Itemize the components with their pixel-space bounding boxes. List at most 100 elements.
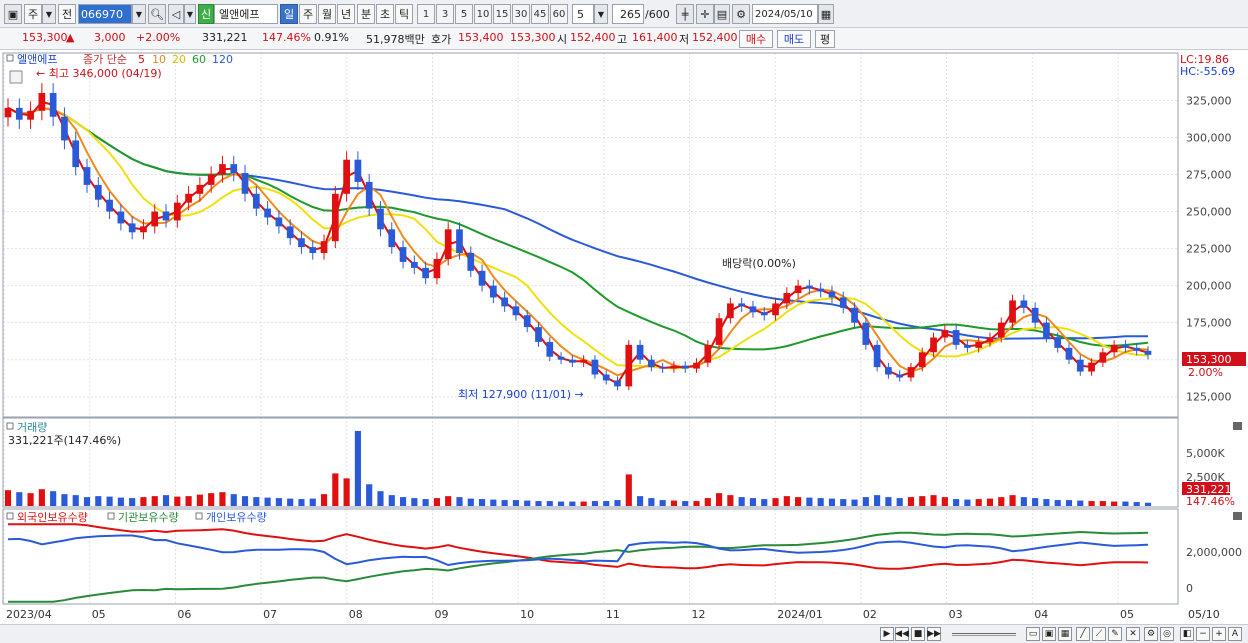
candle-body (343, 159, 350, 194)
volume-bar (524, 500, 531, 506)
candle-body (794, 285, 802, 294)
zoom-out-icon[interactable]: − (1196, 627, 1210, 641)
settings-icon[interactable]: ⚙ (1144, 627, 1158, 641)
indicator-icon[interactable] (9, 70, 23, 84)
ma-legend-20: 20 (172, 53, 186, 66)
market-dropdown-chevron-icon[interactable]: ▼ (42, 4, 56, 24)
candle-body (772, 303, 779, 316)
candle-body (625, 344, 633, 387)
zoom-in-icon[interactable]: + (1212, 627, 1226, 641)
interval-1[interactable]: 1 (417, 4, 435, 24)
candle-body (1054, 337, 1062, 348)
holding-tick-0: 0 (1186, 582, 1193, 595)
calendar-icon[interactable]: ▦ (818, 4, 834, 24)
bar-count-field[interactable]: 265 (612, 4, 644, 24)
candle-body (162, 211, 170, 221)
interval-3[interactable]: 3 (436, 4, 454, 24)
forward-icon[interactable]: ▶▶ (927, 627, 941, 641)
volume-bar (964, 499, 971, 506)
ma-line-20 (7, 106, 1149, 370)
draw-trend-icon[interactable]: ⟋ (1092, 627, 1106, 641)
window-icon[interactable]: ▣ (4, 4, 22, 24)
candle-body (636, 344, 644, 360)
speaker-dropdown-chevron-icon[interactable]: ▼ (184, 4, 196, 24)
gear-icon[interactable]: ⚙ (732, 4, 750, 24)
tab-period-year[interactable]: 년 (337, 4, 355, 24)
holding-panel-close-icon[interactable] (1233, 512, 1242, 520)
tab-period-day[interactable]: 일 (280, 4, 298, 24)
x-tick-label: 08 (349, 608, 363, 621)
stock-name-field[interactable]: 엘앤에프 (214, 4, 278, 24)
volume-bar (817, 498, 824, 506)
interval-60[interactable]: 60 (550, 4, 568, 24)
draw-tool-icon[interactable]: ✎ (1108, 627, 1122, 641)
volume-bar (1122, 501, 1129, 506)
candle-body (106, 199, 113, 212)
volume-bar (637, 496, 644, 506)
interval-30[interactable]: 30 (512, 4, 530, 24)
volume-bar (546, 501, 553, 506)
volume-bar (162, 495, 170, 506)
stock-code-input[interactable]: 066970 (78, 4, 132, 24)
chart-area[interactable]: 325,000 300,000 275,000 250,000 225,000 200,0… (0, 52, 1248, 624)
search-icon[interactable]: 🔍︎ (148, 4, 166, 24)
interval-dropdown-chevron-icon[interactable]: ▼ (594, 4, 608, 24)
open-price: 152,400 (570, 31, 616, 44)
rewind-icon[interactable]: ◀◀ (895, 627, 909, 641)
candle-body (693, 362, 700, 369)
candle-body (83, 167, 91, 185)
font-size-icon[interactable]: A (1228, 627, 1242, 641)
volume-bar (72, 495, 79, 506)
candle-body (862, 322, 870, 345)
interval-value-field[interactable]: 5 (572, 4, 594, 24)
average-button[interactable]: 평 (815, 30, 835, 48)
tab-period-minute[interactable]: 분 (357, 4, 375, 24)
layout-icon-3[interactable]: ▦ (1058, 627, 1072, 641)
speaker-icon[interactable]: ◁ (168, 4, 184, 24)
layout-icon-2[interactable]: ▣ (1042, 627, 1056, 641)
buy-button[interactable]: 매수 (739, 30, 773, 48)
market-selector[interactable]: 주 (24, 4, 42, 24)
candle-body (535, 327, 542, 342)
volume-panel-close-icon[interactable] (1233, 422, 1242, 430)
date-field[interactable]: 2024/05/10 (752, 4, 818, 24)
volume-bar (557, 501, 565, 506)
x-tick-label: 2023/04 (6, 608, 52, 621)
draw-line-icon[interactable]: ╱ (1076, 627, 1090, 641)
screenshot-icon[interactable]: ◎ (1160, 627, 1174, 641)
candle-body (151, 211, 159, 227)
panel-left-icon[interactable]: ◧ (1180, 627, 1194, 641)
chart-svg[interactable]: 325,000 300,000 275,000 250,000 225,000 200,0… (0, 52, 1248, 624)
tab-period-tick[interactable]: 틱 (395, 4, 413, 24)
candle-body (997, 322, 1005, 338)
candle-body (986, 337, 994, 342)
volume-bar (140, 497, 147, 506)
interval-10[interactable]: 10 (474, 4, 492, 24)
candle-body (930, 337, 937, 353)
zoom-slider[interactable] (952, 633, 1016, 636)
scroll-right-icon[interactable]: ▶ (880, 627, 894, 641)
save-icon[interactable]: ▤ (714, 4, 730, 24)
cross-icon[interactable]: ✕ (1126, 627, 1140, 641)
interval-45[interactable]: 45 (531, 4, 549, 24)
x-tick-label: 04 (1034, 608, 1048, 621)
volume-bar (874, 495, 881, 506)
interval-5[interactable]: 5 (455, 4, 473, 24)
candle-type-icon[interactable]: ╪ (676, 4, 694, 24)
layout-icon-1[interactable]: ▭ (1026, 627, 1040, 641)
tab-period-week[interactable]: 주 (299, 4, 317, 24)
candle-body (15, 107, 23, 120)
volume-bar (50, 491, 57, 506)
volume-bar (4, 490, 12, 506)
ma-legend-120: 120 (212, 53, 233, 66)
tab-period-month[interactable]: 월 (318, 4, 336, 24)
interval-15[interactable]: 15 (493, 4, 511, 24)
tab-period-second[interactable]: 초 (376, 4, 394, 24)
candle-body (140, 226, 147, 233)
code-dropdown-chevron-icon[interactable]: ▼ (132, 4, 146, 24)
stop-icon[interactable]: ■ (911, 627, 925, 641)
sell-button[interactable]: 매도 (777, 30, 811, 48)
crosshair-icon[interactable]: ✛ (696, 4, 714, 24)
prev-button[interactable]: 전 (58, 4, 76, 24)
candle-body (38, 93, 46, 111)
